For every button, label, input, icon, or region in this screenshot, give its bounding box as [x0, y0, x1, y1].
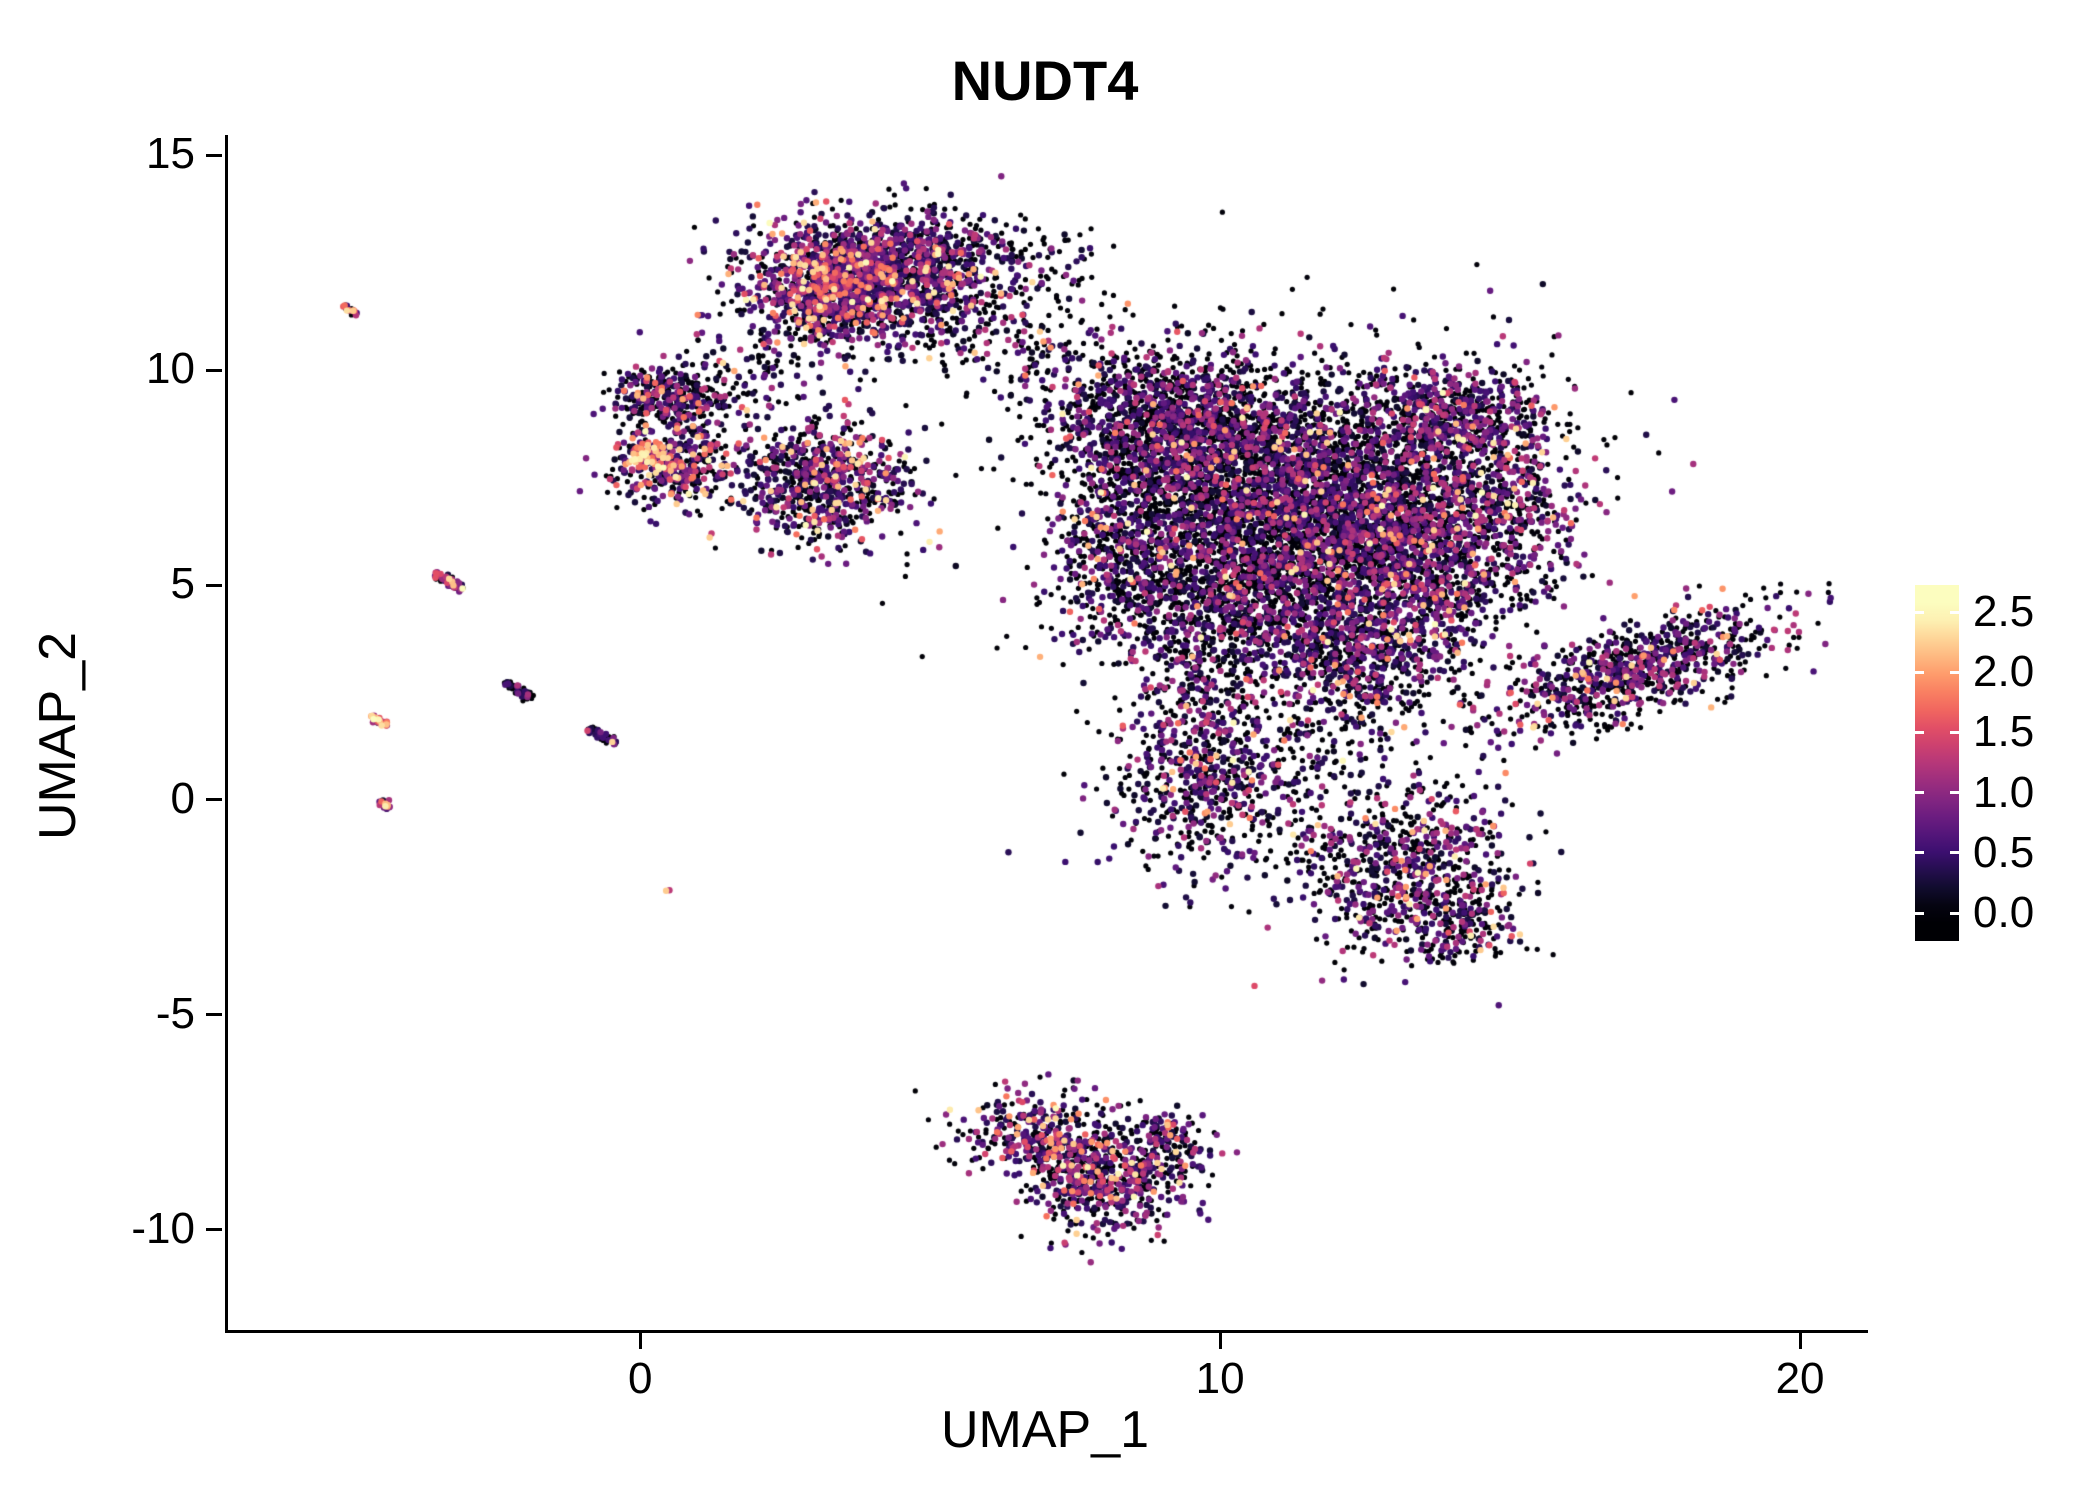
scatter-canvas: [228, 135, 1868, 1330]
y-tick-label: 0: [170, 773, 195, 823]
x-tick-label: 20: [1775, 1354, 1825, 1403]
y-tick-mark: [206, 1228, 222, 1232]
legend-tick-mark: [1950, 791, 1959, 795]
plot-panel: [225, 135, 1868, 1333]
y-axis-label: UMAP_2: [29, 631, 87, 841]
legend-tick-mark: [1950, 670, 1959, 674]
legend-tick-mark: [1950, 851, 1959, 855]
x-axis-label: UMAP_1: [940, 1401, 1150, 1459]
legend-tick-mark: [1950, 911, 1959, 915]
legend-tick-mark: [1915, 730, 1924, 734]
x-tick-mark: [638, 1333, 642, 1349]
x-tick-mark: [1798, 1333, 1802, 1349]
legend-tick-mark: [1915, 670, 1924, 674]
legend-tick-mark: [1915, 911, 1924, 915]
y-tick-mark: [206, 153, 222, 157]
y-tick-label: 15: [146, 129, 195, 179]
legend-tick-mark: [1950, 610, 1959, 614]
legend-tick-label: 0.0: [1973, 888, 2035, 937]
legend-tick-label: 2.0: [1973, 647, 2035, 697]
legend-tick-label: 1.0: [1973, 767, 2035, 817]
legend-colorbar: 2.5 2.0 1.5 1.0 0.5 0.0: [1905, 560, 2100, 980]
plot-title: NUDT4: [951, 49, 1139, 112]
y-tick-label: 5: [170, 559, 195, 609]
y-tick-mark: [206, 583, 222, 587]
legend-gradient-bar: [1915, 585, 1959, 941]
legend-tick-mark: [1915, 610, 1924, 614]
y-tick-mark: [206, 798, 222, 802]
y-tick-mark: [206, 1013, 222, 1017]
legend-tick-mark: [1915, 791, 1924, 795]
legend-tick-label: 1.5: [1973, 707, 2035, 757]
legend-tick-mark: [1950, 730, 1959, 734]
x-tick-label: 0: [627, 1354, 653, 1403]
legend-tick-label: 2.5: [1973, 587, 2035, 636]
y-tick-label: 10: [146, 344, 195, 394]
legend-tick-label: 0.5: [1973, 827, 2035, 877]
y-tick-label: -5: [155, 988, 195, 1038]
y-tick-mark: [206, 368, 222, 372]
x-tick-label: 10: [1195, 1354, 1245, 1403]
y-tick-label: -10: [131, 1203, 195, 1253]
x-tick-mark: [1218, 1333, 1222, 1349]
legend-tick-mark: [1915, 851, 1924, 855]
